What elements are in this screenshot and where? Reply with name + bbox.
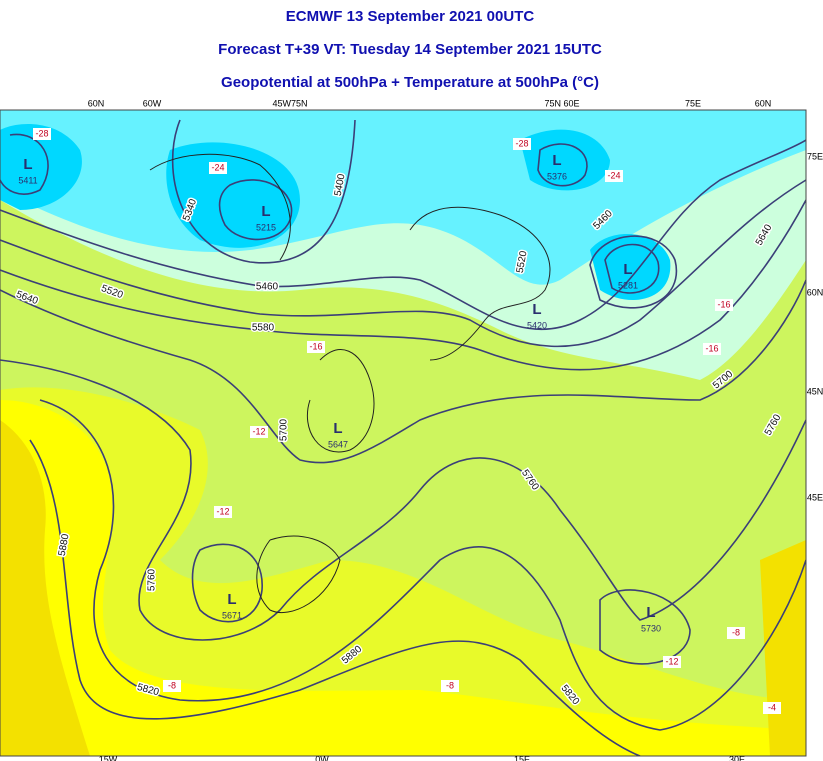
lon-label: 15E xyxy=(514,754,530,761)
coastline xyxy=(149,153,551,614)
low-value: 5730 xyxy=(641,623,661,633)
temperature-label: -28 xyxy=(35,128,48,138)
lon-label: 60W xyxy=(143,98,162,108)
low-letter: L xyxy=(532,301,541,318)
temperature-label: -8 xyxy=(732,627,740,637)
low-value: 5671 xyxy=(222,610,242,620)
contour xyxy=(589,235,678,309)
temp-label-bg xyxy=(513,138,531,150)
low-letter: L xyxy=(333,420,342,437)
contour xyxy=(0,199,806,371)
lon-label: 60N xyxy=(88,98,105,108)
lon-label: 45W75N xyxy=(272,98,307,108)
temp-label-bg xyxy=(250,426,268,438)
temperature-label: -12 xyxy=(252,426,265,436)
temp-label-bg xyxy=(441,680,459,692)
temperature-label: -12 xyxy=(216,506,229,516)
contour xyxy=(0,359,806,641)
temperature-label: -24 xyxy=(211,162,224,172)
temp-label-bg xyxy=(727,627,745,639)
lat-label: 75E xyxy=(807,151,823,161)
temp-label-bg xyxy=(209,162,227,174)
temp-label-bg xyxy=(663,656,681,668)
field-yellow xyxy=(0,400,806,756)
lon-label: 15W xyxy=(99,754,118,761)
temperature-label: -16 xyxy=(717,299,730,309)
temperature-label: -16 xyxy=(309,341,322,351)
contour xyxy=(29,439,641,756)
low-value: 5411 xyxy=(18,175,37,185)
temp-label-bg xyxy=(214,506,232,518)
lon-label: 75E xyxy=(685,98,701,108)
contour-label: 5460 xyxy=(256,282,279,293)
contour xyxy=(0,133,49,195)
subtitle: Geopotential at 500hPa + Temperature at … xyxy=(221,74,599,91)
title: ECMWF 13 September 2021 00UTC xyxy=(286,8,535,25)
temp-label-bg xyxy=(163,680,181,692)
low-value: 5215 xyxy=(256,222,276,232)
low-letter: L xyxy=(623,261,632,278)
low-letter: L xyxy=(552,152,561,169)
contour xyxy=(537,143,588,187)
temperature-label: -12 xyxy=(665,656,678,666)
field-yellowgreen xyxy=(0,387,806,756)
contour xyxy=(39,399,806,731)
contour xyxy=(171,119,356,264)
temp-label-bg xyxy=(33,128,51,140)
low-letter: L xyxy=(23,156,32,173)
temp-label-bg xyxy=(763,702,781,714)
field-orange xyxy=(0,420,90,756)
lon-label: 30E xyxy=(729,754,745,761)
lat-label: 45E xyxy=(807,492,823,502)
temperature-label: -16 xyxy=(705,343,718,353)
low-value: 5420 xyxy=(527,320,547,330)
map-frame xyxy=(0,109,807,757)
contour xyxy=(599,589,691,665)
contour xyxy=(604,243,660,294)
lat-label: 45N xyxy=(807,386,823,396)
subtitle: Forecast T+39 VT: Tuesday 14 September 2… xyxy=(218,41,602,58)
temperature-label: -28 xyxy=(515,138,528,148)
temperature-label: -4 xyxy=(768,702,776,712)
contour xyxy=(0,179,806,348)
temp-label-bg xyxy=(703,343,721,355)
contour-label: 5760 xyxy=(147,568,158,591)
temperature-label: -8 xyxy=(446,680,454,690)
low-letter: L xyxy=(261,203,270,220)
low-value: 5376 xyxy=(547,171,567,181)
temp-label-bg xyxy=(605,170,623,182)
lat-label: 60N xyxy=(807,287,823,297)
contour xyxy=(218,179,293,241)
contour xyxy=(0,279,806,464)
low-letter: L xyxy=(227,591,236,608)
field-cold-core xyxy=(0,124,671,300)
contour-label: 5700 xyxy=(279,418,290,441)
lon-label: 60N xyxy=(755,98,772,108)
low-value: 5281 xyxy=(618,280,638,290)
contour xyxy=(0,139,806,331)
contour-label: 5580 xyxy=(252,323,275,334)
temp-label-bg xyxy=(307,341,325,353)
map xyxy=(0,109,807,757)
temperature-label: -24 xyxy=(607,170,620,180)
temp-label-bg xyxy=(715,299,733,311)
low-letter: L xyxy=(646,604,655,621)
low-value: 5647 xyxy=(328,439,348,449)
contour xyxy=(191,543,263,623)
temperature-label: -8 xyxy=(168,680,176,690)
lon-label: 75N 60E xyxy=(544,98,579,108)
lon-label: 0W xyxy=(315,754,329,761)
